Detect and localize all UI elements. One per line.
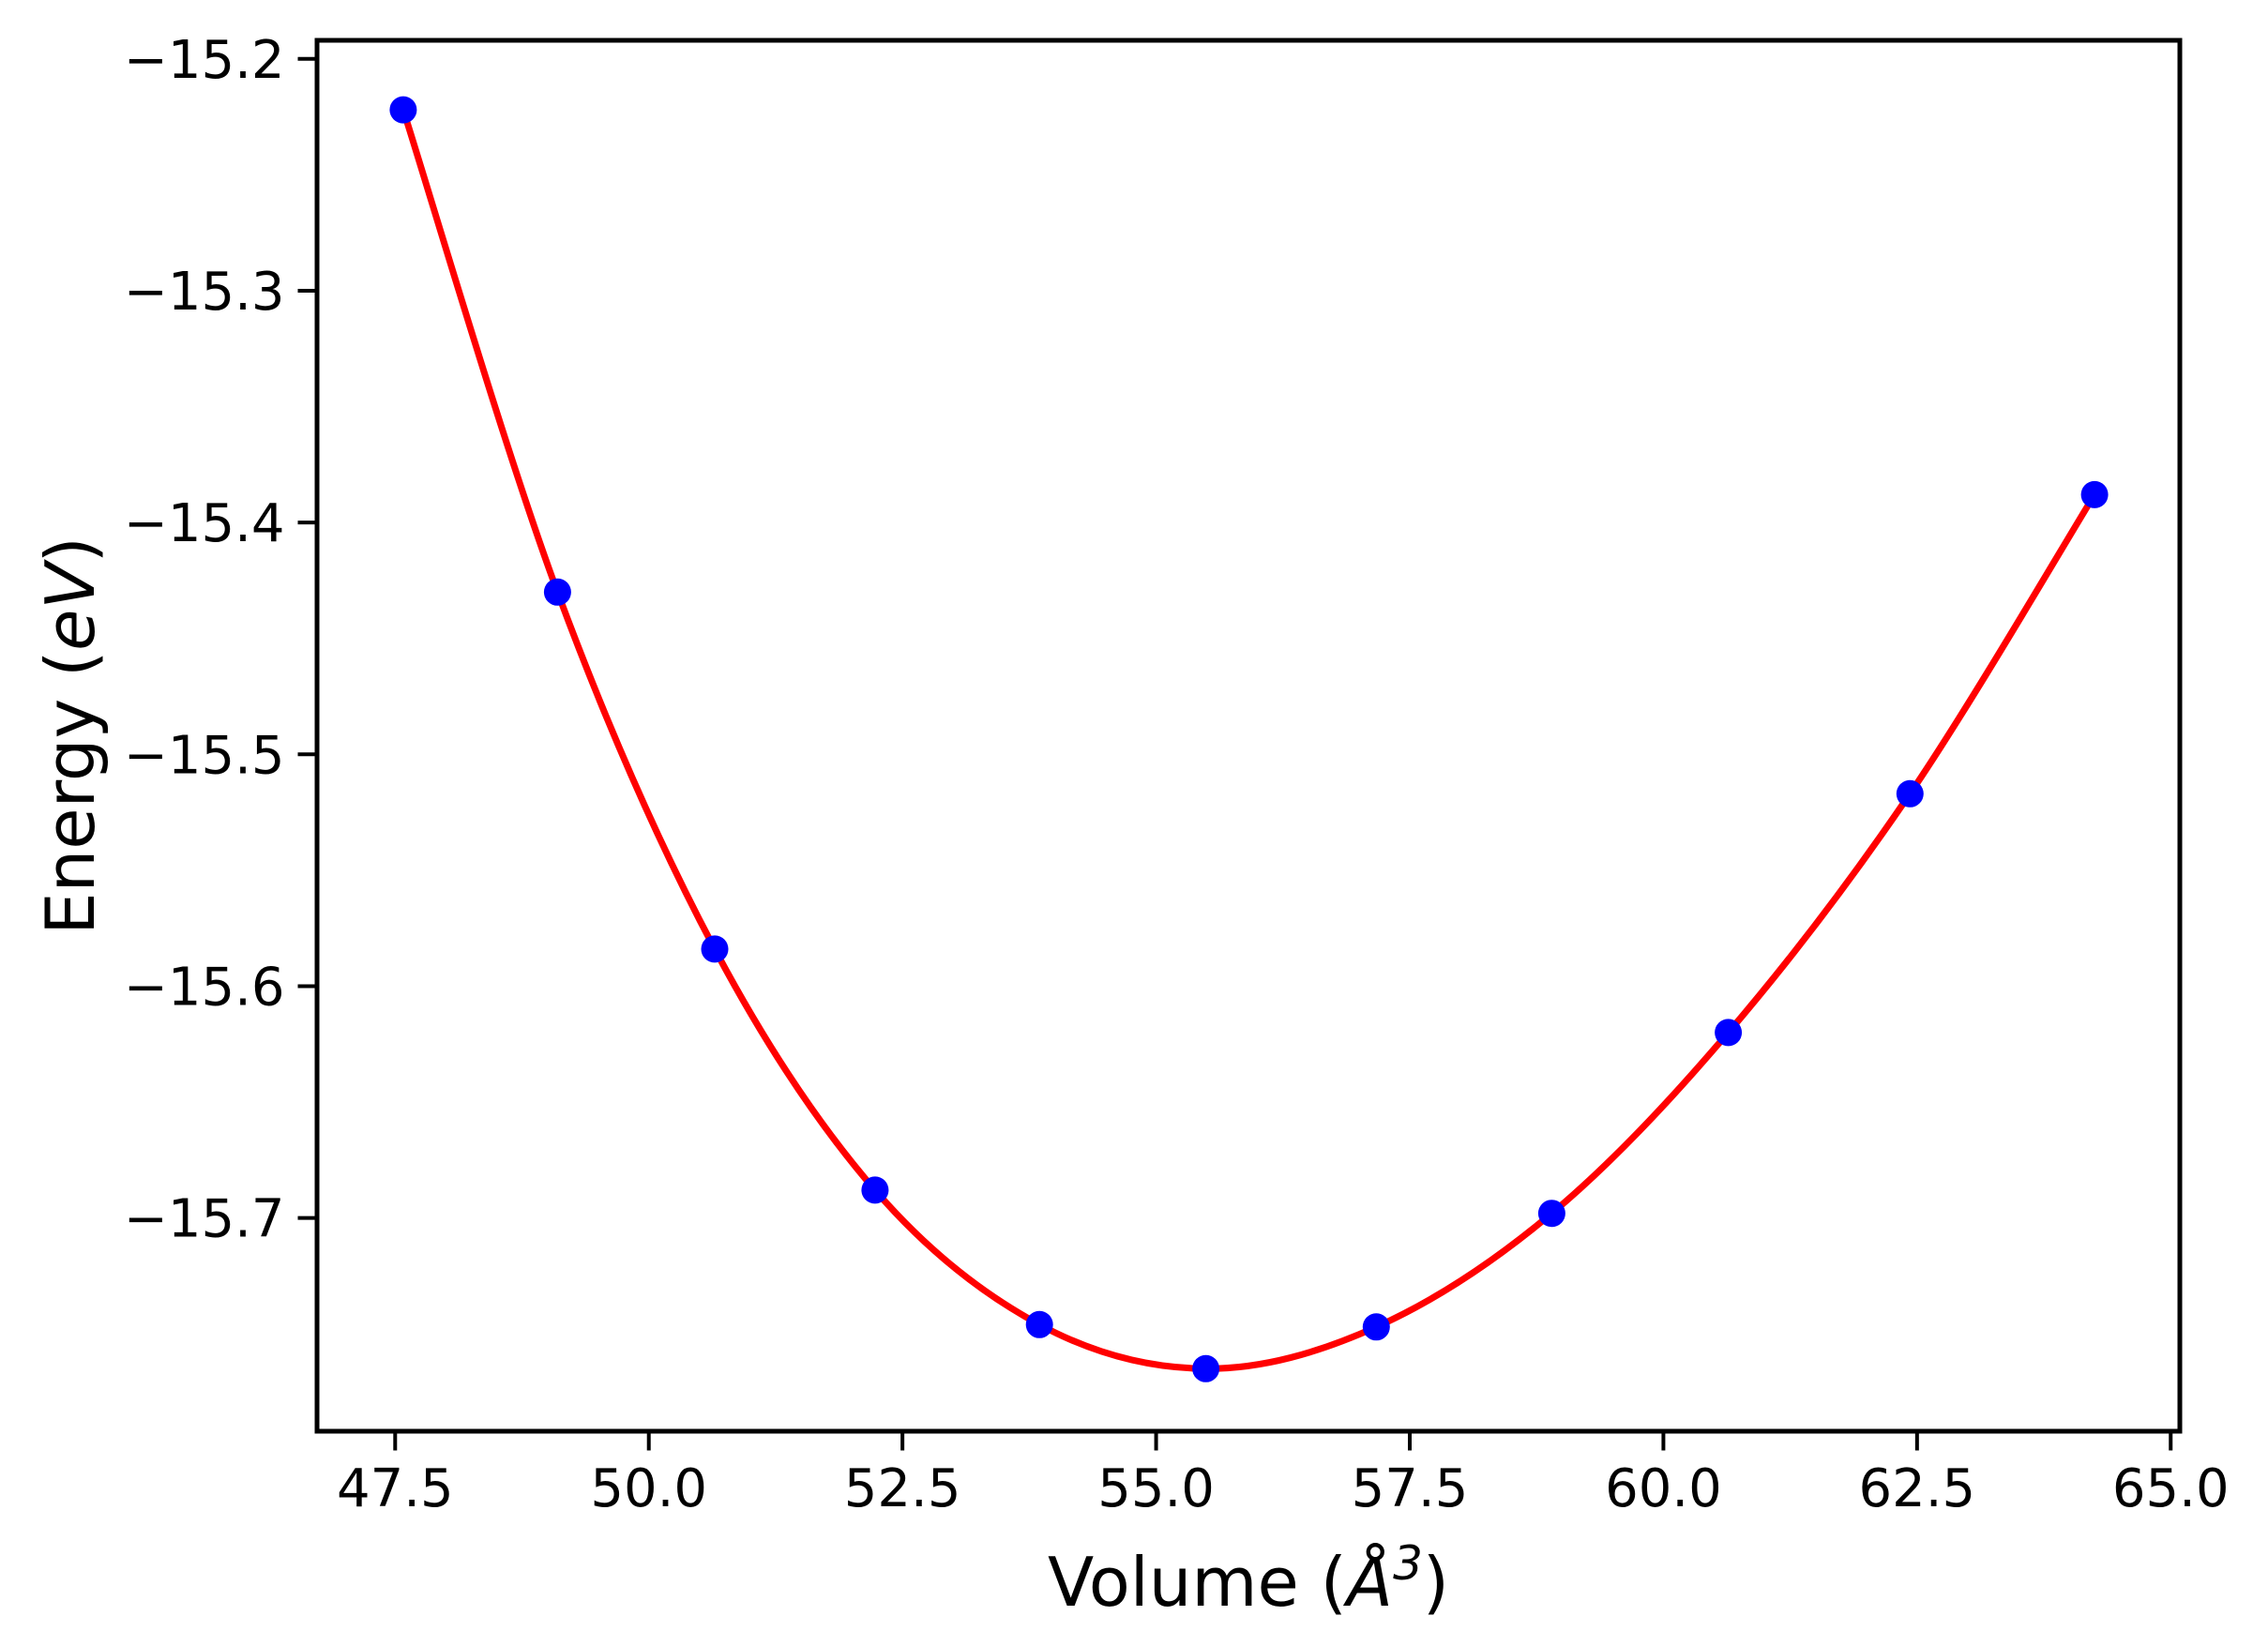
y-tick-label: −15.6 — [124, 957, 285, 1018]
data-point-marker — [1896, 779, 1924, 808]
data-point-marker — [1537, 1200, 1565, 1228]
x-tick-label: 60.0 — [1605, 1458, 1722, 1519]
x-tick-label: 50.0 — [590, 1458, 707, 1519]
data-point-marker — [389, 96, 417, 124]
data-point-marker — [701, 935, 729, 963]
y-tick-label: −15.2 — [124, 30, 285, 91]
data-point-marker — [1362, 1313, 1390, 1341]
x-axis-label: Volume (Å3) — [1048, 1536, 1449, 1622]
y-tick-label: −15.7 — [124, 1189, 285, 1250]
x-tick-label: 62.5 — [1858, 1458, 1975, 1519]
data-point-marker — [861, 1176, 889, 1204]
data-point-marker — [1192, 1354, 1220, 1382]
plot-frame — [314, 38, 2183, 1434]
data-point-marker — [543, 578, 571, 606]
x-tick-label: 57.5 — [1352, 1458, 1469, 1519]
y-tick-label: −15.5 — [124, 725, 285, 786]
y-tick-label: −15.3 — [124, 262, 285, 323]
eos-fit-curve — [400, 106, 2098, 1372]
x-tick-label: 47.5 — [337, 1458, 454, 1519]
data-point-marker — [1715, 1019, 1743, 1047]
x-tick-label: 55.0 — [1097, 1458, 1215, 1519]
data-point-marker — [1025, 1310, 1053, 1338]
y-axis-label: Energy (eV) — [31, 536, 110, 935]
x-tick-label: 65.0 — [2112, 1458, 2230, 1519]
data-point-marker — [2080, 480, 2109, 508]
x-tick-label: 52.5 — [844, 1458, 961, 1519]
y-tick-label: −15.4 — [124, 493, 285, 554]
